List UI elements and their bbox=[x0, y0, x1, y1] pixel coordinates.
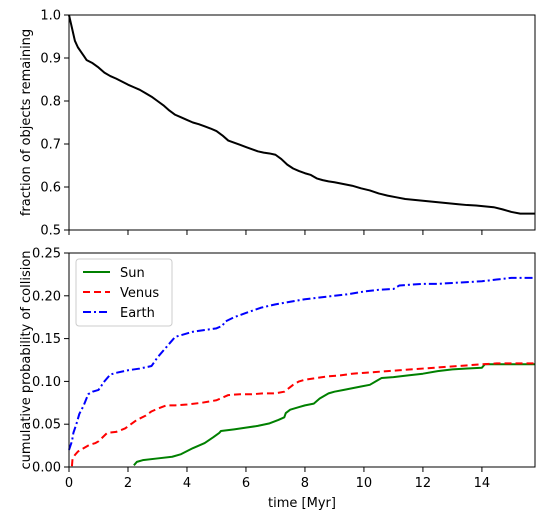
x-tick-label: 10 bbox=[356, 476, 373, 491]
y-tick-label: 0.10 bbox=[32, 375, 61, 390]
x-tick-label: 14 bbox=[474, 476, 491, 491]
top-series-layer bbox=[68, 14, 535, 215]
y-tick-label: 1.0 bbox=[40, 9, 61, 24]
y-tick-label: 0.00 bbox=[32, 461, 61, 476]
series-line-sun bbox=[133, 363, 535, 466]
bottom-ticks-layer: 0 2 4 6 8 10 12 14 0.00 0.05 0.10 0.15 0.20 0.25 bbox=[32, 247, 490, 492]
x-tick-label: 6 bbox=[242, 476, 250, 491]
x-tick-label: 0 bbox=[65, 476, 73, 491]
series-line-earth bbox=[68, 276, 535, 451]
legend-label-venus: Venus bbox=[120, 286, 159, 301]
top-axes-frame bbox=[68, 14, 536, 231]
bottom-axes-frame bbox=[68, 252, 536, 468]
y-tick-label: 0.15 bbox=[32, 332, 61, 347]
y-tick-label: 0.6 bbox=[40, 181, 61, 196]
y-tick-label: 0.05 bbox=[32, 418, 61, 433]
bottom-xlabel: time [Myr] bbox=[268, 496, 336, 511]
bottom-panel: 0 2 4 6 8 10 12 14 0.00 0.05 0.10 0.15 0.20 0.25 cumu… bbox=[19, 247, 536, 511]
bottom-series-layer bbox=[68, 276, 535, 467]
legend-label-sun: Sun bbox=[120, 266, 145, 281]
legend-label-earth: Earth bbox=[120, 306, 155, 321]
legend: Sun Venus Earth bbox=[75, 258, 173, 327]
top-ticks-layer: 0.5 0.6 0.7 0.8 0.9 1.0 bbox=[40, 9, 483, 239]
x-tick-label: 8 bbox=[301, 476, 309, 491]
y-tick-label: 0.20 bbox=[32, 289, 61, 304]
legend-box bbox=[75, 258, 173, 327]
y-tick-label: 0.25 bbox=[32, 247, 61, 262]
x-tick-label: 4 bbox=[183, 476, 191, 491]
bottom-ylabel: cumulative probability of collision bbox=[19, 250, 34, 469]
top-panel: 0.5 0.6 0.7 0.8 0.9 1.0 fraction of objects r… bbox=[19, 9, 536, 239]
series-line-panel0-0 bbox=[68, 14, 535, 215]
series-line-venus bbox=[70, 362, 535, 467]
y-tick-label: 0.9 bbox=[40, 52, 61, 67]
y-tick-label: 0.7 bbox=[40, 138, 61, 153]
top-ylabel: fraction of objects remaining bbox=[19, 29, 34, 216]
y-tick-label: 0.8 bbox=[40, 95, 61, 110]
x-tick-label: 2 bbox=[124, 476, 132, 491]
x-tick-label: 12 bbox=[415, 476, 432, 491]
y-tick-label: 0.5 bbox=[40, 224, 61, 239]
